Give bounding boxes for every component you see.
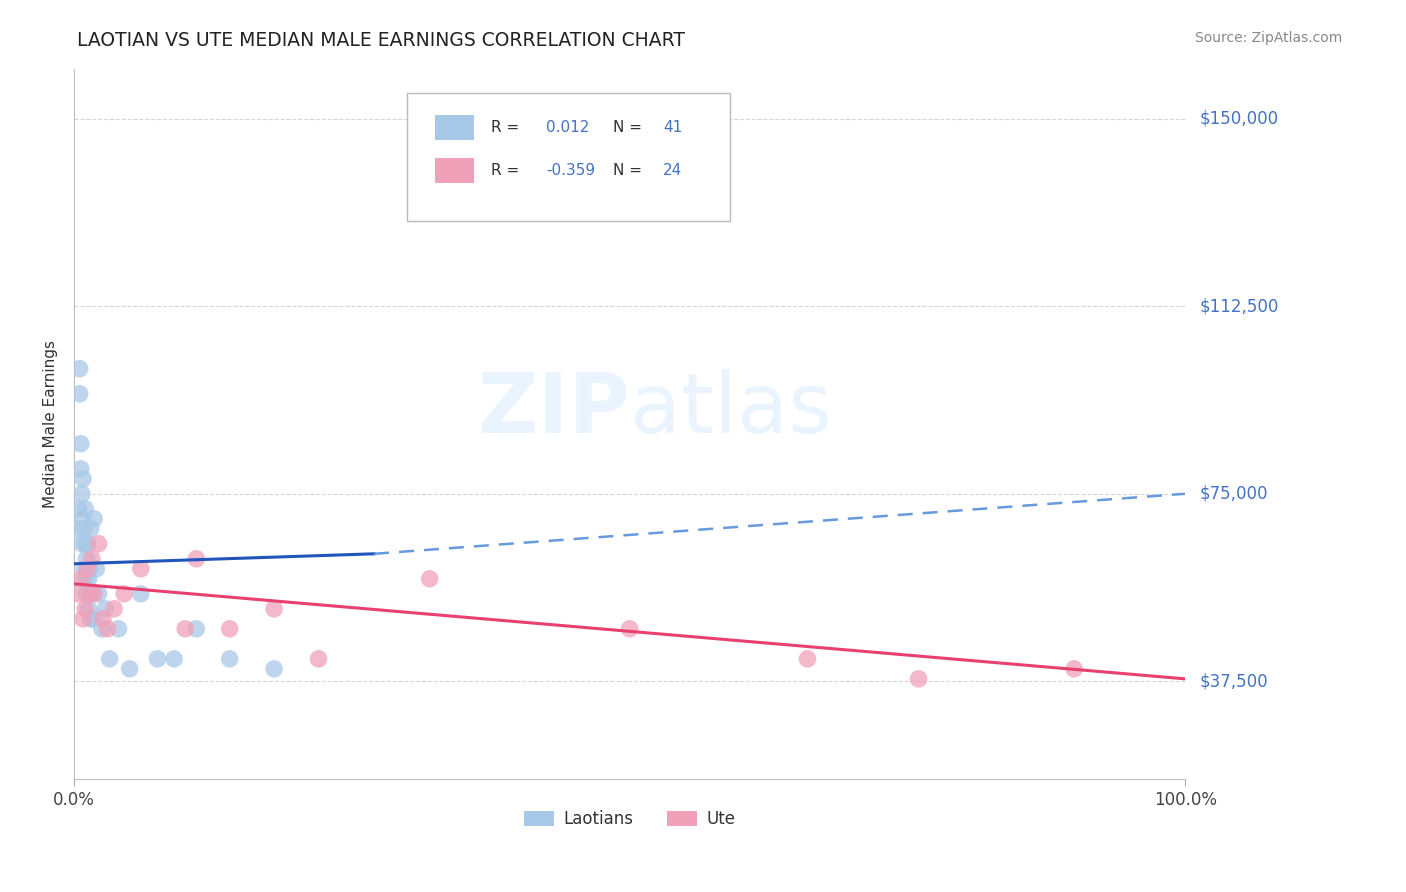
Text: N =: N =	[613, 120, 643, 135]
Point	[87, 537, 110, 551]
Point	[79, 587, 101, 601]
Point	[129, 587, 152, 601]
Point	[79, 587, 101, 601]
Point	[218, 622, 240, 636]
Text: 41: 41	[664, 120, 682, 135]
Point	[75, 537, 97, 551]
Point	[73, 562, 96, 576]
Point	[96, 622, 118, 636]
Point	[98, 652, 121, 666]
Point	[69, 572, 91, 586]
Point	[75, 587, 97, 601]
Text: LAOTIAN VS UTE MEDIAN MALE EARNINGS CORRELATION CHART: LAOTIAN VS UTE MEDIAN MALE EARNINGS CORR…	[77, 31, 685, 50]
Point	[1063, 662, 1085, 676]
Point	[67, 587, 90, 601]
Y-axis label: Median Male Earnings: Median Male Earnings	[44, 340, 58, 508]
Point	[218, 652, 240, 666]
Point	[80, 612, 103, 626]
Text: -0.359: -0.359	[547, 162, 596, 178]
Point	[86, 562, 108, 576]
Point	[94, 602, 117, 616]
Point	[80, 522, 103, 536]
Point	[83, 587, 105, 601]
Point	[75, 551, 97, 566]
Point	[77, 602, 100, 616]
Point	[91, 612, 114, 626]
Point	[112, 587, 135, 601]
FancyBboxPatch shape	[436, 115, 474, 140]
Point	[73, 522, 96, 536]
Point	[308, 652, 330, 666]
Text: 0.012: 0.012	[547, 120, 589, 135]
Point	[67, 501, 90, 516]
Point	[263, 602, 285, 616]
Point	[186, 622, 208, 636]
Point	[69, 386, 91, 401]
Text: R =: R =	[491, 162, 519, 178]
Point	[69, 461, 91, 475]
Text: R =: R =	[491, 120, 519, 135]
Point	[76, 562, 98, 576]
Point	[87, 587, 110, 601]
Point	[263, 662, 285, 676]
Point	[80, 587, 103, 601]
Point	[129, 562, 152, 576]
Point	[75, 501, 97, 516]
Point	[69, 436, 91, 450]
Point	[118, 662, 141, 676]
Text: $37,500: $37,500	[1199, 673, 1268, 690]
Point	[619, 622, 641, 636]
Point	[79, 562, 101, 576]
Point	[907, 672, 929, 686]
Point	[72, 512, 94, 526]
Point	[796, 652, 818, 666]
Text: $112,500: $112,500	[1199, 297, 1278, 315]
FancyBboxPatch shape	[436, 158, 474, 183]
FancyBboxPatch shape	[408, 94, 730, 221]
Point	[186, 551, 208, 566]
Text: $75,000: $75,000	[1199, 484, 1268, 503]
Text: 24: 24	[664, 162, 682, 178]
Point	[69, 361, 91, 376]
Text: $150,000: $150,000	[1199, 110, 1278, 128]
Point	[75, 602, 97, 616]
Text: N =: N =	[613, 162, 643, 178]
Point	[76, 537, 98, 551]
Point	[419, 572, 441, 586]
Point	[75, 572, 97, 586]
Point	[72, 472, 94, 486]
Point	[80, 551, 103, 566]
Point	[76, 562, 98, 576]
Point	[82, 612, 104, 626]
Point	[70, 537, 93, 551]
Point	[65, 522, 87, 536]
Legend: Laotians, Ute: Laotians, Ute	[517, 803, 742, 835]
Point	[77, 572, 100, 586]
Text: ZIP: ZIP	[477, 369, 630, 450]
Point	[103, 602, 125, 616]
Point	[70, 487, 93, 501]
Point	[90, 622, 112, 636]
Text: atlas: atlas	[630, 369, 831, 450]
Point	[146, 652, 169, 666]
Point	[174, 622, 197, 636]
Point	[83, 512, 105, 526]
Point	[107, 622, 129, 636]
Point	[163, 652, 186, 666]
Point	[72, 612, 94, 626]
Text: Source: ZipAtlas.com: Source: ZipAtlas.com	[1195, 31, 1343, 45]
